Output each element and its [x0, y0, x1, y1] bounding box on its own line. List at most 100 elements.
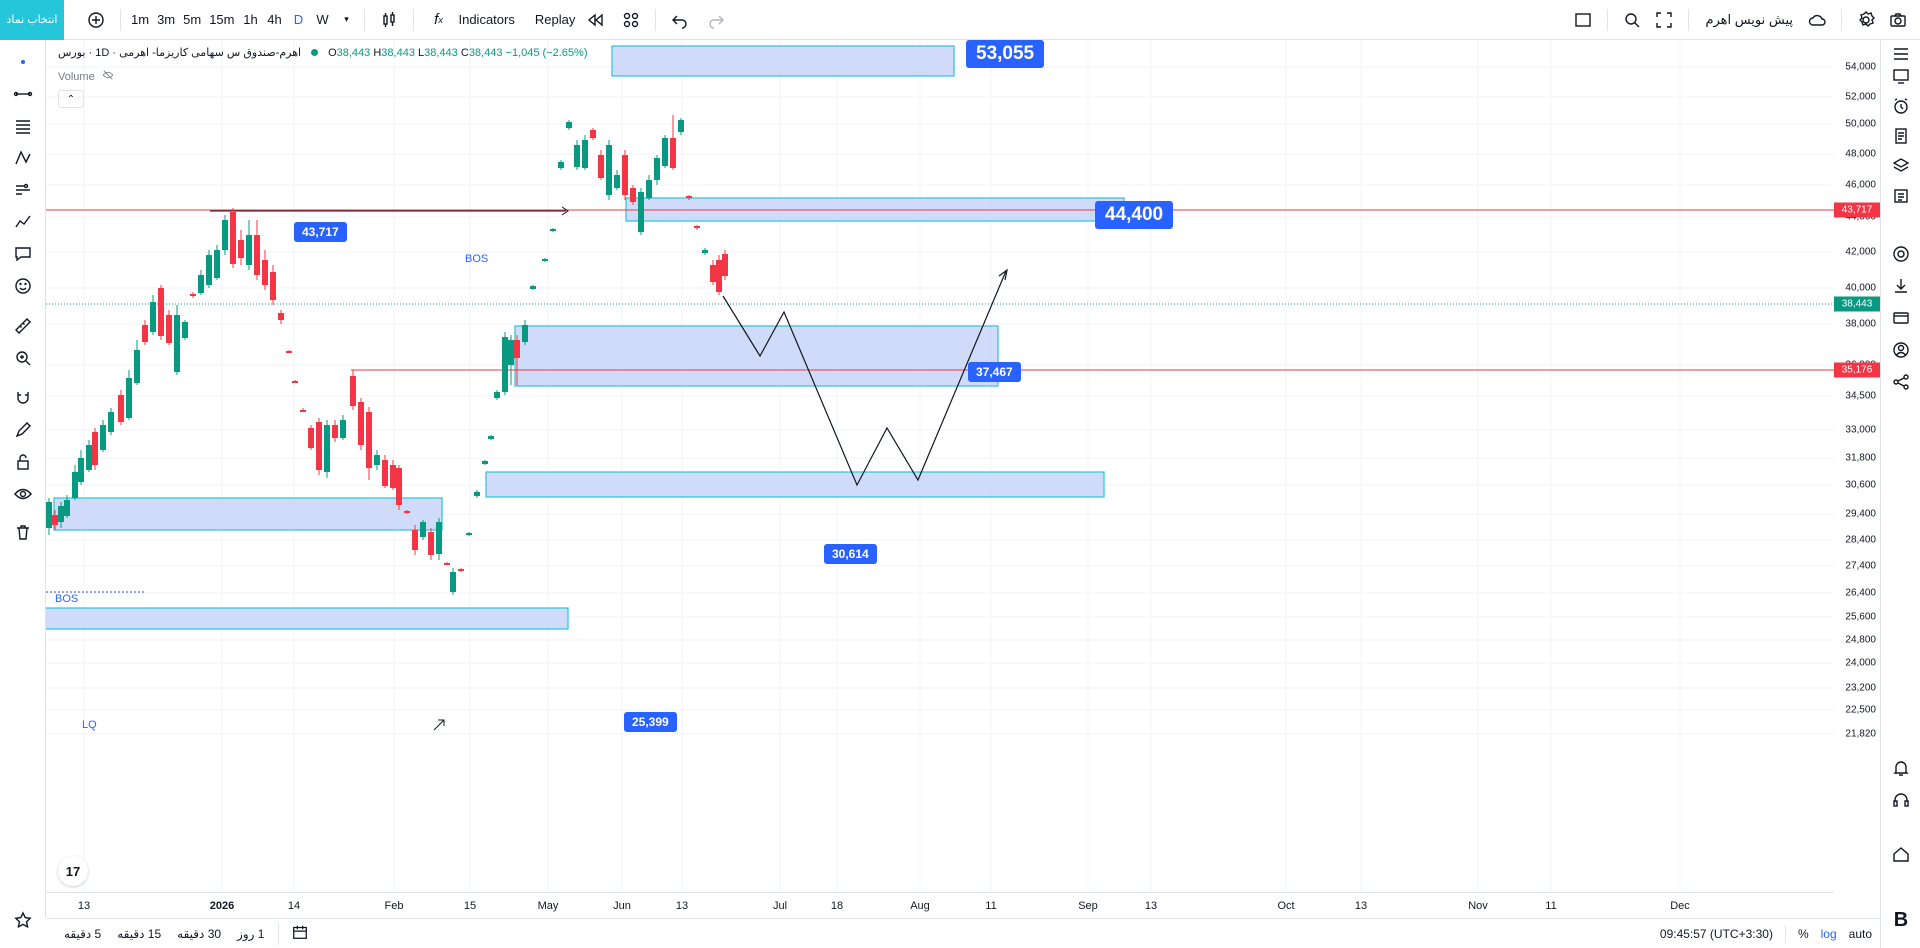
horizontal-lines-layer	[46, 206, 1834, 593]
time-axis[interactable]: 13 2026 14 Feb 15 May Jun 13 Jul 18 Aug 11 Sep 13 Oct 1…	[46, 892, 1834, 918]
label-25399[interactable]: 25,399	[624, 712, 677, 732]
auto-toggle[interactable]: auto	[1848, 927, 1872, 941]
notes-button[interactable]	[1887, 122, 1915, 150]
percent-toggle[interactable]: %	[1797, 927, 1809, 941]
fib-tool[interactable]	[9, 112, 37, 140]
label-44400[interactable]: 44,400	[1095, 201, 1174, 229]
magnet-tool[interactable]	[9, 384, 37, 412]
fullscreen-button[interactable]	[1650, 6, 1678, 34]
interval-dropdown-button[interactable]: ▾	[334, 5, 358, 35]
menu-button[interactable]	[1887, 40, 1915, 68]
time-label: Aug	[910, 900, 930, 912]
support-button[interactable]	[1887, 786, 1915, 814]
user-icon	[1893, 342, 1909, 358]
bos-label-top[interactable]: BOS	[465, 253, 489, 265]
download-button[interactable]	[1887, 272, 1915, 300]
price-label: 46,000	[1845, 179, 1876, 191]
chart-canvas[interactable]	[46, 40, 1834, 892]
measure-tool[interactable]	[9, 312, 37, 340]
interval-4h[interactable]: 4h	[267, 12, 282, 27]
symbol-search-button[interactable]: انتخاب نماد	[0, 0, 64, 40]
replay-label: Replay	[534, 12, 576, 27]
bos-label-left[interactable]: BOS	[55, 593, 79, 605]
chart-type-button[interactable]	[371, 5, 407, 35]
range-15m[interactable]: 15 دقیقه	[117, 926, 162, 941]
settings-button[interactable]	[1852, 6, 1880, 34]
redo-button[interactable]	[698, 5, 734, 35]
camera-button[interactable]	[1884, 6, 1912, 34]
interval-5m[interactable]: 5m	[183, 12, 202, 27]
notifications-button[interactable]	[1887, 754, 1915, 782]
price-label: 42,000	[1845, 246, 1876, 258]
watchlist-button[interactable]	[1887, 62, 1915, 90]
share-button[interactable]	[1887, 368, 1915, 396]
visibility-tool[interactable]	[9, 480, 37, 508]
profile-button[interactable]	[1887, 336, 1915, 364]
chart-pane[interactable]	[46, 40, 1834, 892]
label-30614[interactable]: 30,614	[824, 544, 877, 564]
log-toggle[interactable]: log	[1820, 927, 1837, 941]
interval-1h[interactable]: 1h	[243, 12, 258, 27]
interval-3m[interactable]: 3m	[157, 12, 176, 27]
quick-search-button[interactable]	[1618, 6, 1646, 34]
news-button[interactable]	[1887, 182, 1915, 210]
templates-button[interactable]	[613, 5, 649, 35]
candle-body	[254, 235, 260, 275]
trendline-tool[interactable]	[9, 80, 37, 108]
brush-tool[interactable]	[9, 208, 37, 236]
zone-box	[611, 45, 955, 77]
candle-body	[382, 460, 388, 486]
brand-button[interactable]: B	[1887, 906, 1915, 934]
eye-off-icon[interactable]	[101, 69, 115, 84]
cloud-icon[interactable]	[1803, 6, 1831, 34]
candle-body	[450, 572, 456, 592]
candle-body	[396, 468, 402, 505]
remove-drawings-tool[interactable]	[9, 518, 37, 546]
tradingview-logo[interactable]: 17	[58, 856, 88, 886]
icon-tool[interactable]	[9, 272, 37, 300]
interval-1m[interactable]: 1m	[131, 12, 150, 27]
lq-label[interactable]: LQ	[82, 719, 97, 731]
cursor-tool[interactable]	[9, 48, 37, 76]
draw-mode-tool[interactable]	[9, 416, 37, 444]
candle-body	[654, 158, 660, 180]
wallet-button[interactable]	[1887, 304, 1915, 332]
label-37467[interactable]: 37,467	[968, 362, 1021, 382]
star-icon	[14, 911, 32, 929]
interval-w[interactable]: W	[316, 12, 329, 27]
range-1d[interactable]: 1 روز	[237, 926, 265, 941]
undo-button[interactable]	[662, 5, 698, 35]
interval-d[interactable]: D	[293, 12, 304, 27]
layout-button[interactable]	[1569, 6, 1597, 34]
brand-b-icon: B	[1893, 908, 1909, 931]
alerts-button[interactable]	[1887, 92, 1915, 120]
price-axis[interactable]: 54,00052,00050,00048,00046,00044,00042,0…	[1834, 40, 1880, 892]
range-5m[interactable]: 5 دقیقه	[64, 926, 102, 941]
pattern-tool[interactable]	[9, 144, 37, 172]
layers-icon	[1892, 158, 1910, 172]
interval-15m[interactable]: 15m	[209, 12, 235, 27]
forecast-tool[interactable]	[9, 176, 37, 204]
range-30m[interactable]: 30 دقیقه	[177, 926, 222, 941]
volume-legend[interactable]: Volume	[58, 69, 115, 84]
home-button[interactable]	[1887, 840, 1915, 868]
time-label: 13	[1144, 900, 1158, 912]
chart-settings-button[interactable]	[1887, 240, 1915, 268]
price-tag: 43,717	[1834, 202, 1880, 218]
legend-symbol[interactable]: اهرم-صندوق س سهامی کاریزما- اهرمی · 1D ·…	[58, 47, 302, 59]
replay-button[interactable]: Replay	[525, 5, 613, 35]
label-53055[interactable]: 53,055	[966, 40, 1045, 68]
date-range-button[interactable]	[285, 923, 315, 944]
label-43717[interactable]: 43,717	[294, 222, 347, 242]
zoom-tool[interactable]	[9, 344, 37, 372]
clock-time[interactable]: 09:45:57 (UTC+3:30)	[1659, 927, 1773, 941]
watchlist-star[interactable]	[9, 906, 37, 934]
collapse-legend-button[interactable]: ⌃	[58, 90, 84, 108]
lock-tool[interactable]	[9, 448, 37, 476]
layers-button[interactable]	[1887, 152, 1915, 180]
publish-label[interactable]: پیش نویس اهرم	[1705, 12, 1793, 27]
add-symbol-button[interactable]	[78, 5, 114, 35]
candle-body	[474, 492, 480, 496]
text-tool[interactable]	[9, 240, 37, 268]
